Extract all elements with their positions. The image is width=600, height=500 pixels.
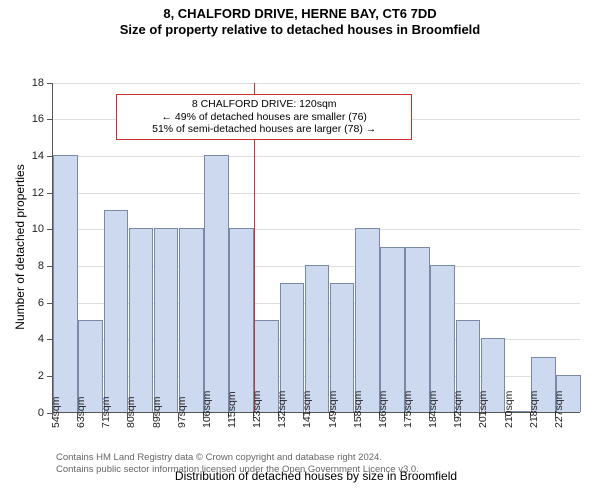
y-tick-label: 8 [38,260,44,272]
y-tick [47,83,52,84]
bar [405,247,430,412]
y-tick-label: 2 [38,370,44,382]
y-tick [47,266,52,267]
bar [129,228,154,411]
y-tick-label: 6 [38,297,44,309]
bar [204,155,229,412]
y-tick-label: 12 [32,187,44,199]
bar [154,228,179,411]
bar [305,265,330,412]
footer-line-1: Contains HM Land Registry data © Crown c… [56,452,419,464]
bar [355,228,380,411]
grid-line [53,193,580,194]
y-tick [47,229,52,230]
grid-line [53,156,580,157]
y-tick [47,303,52,304]
bar [430,265,455,412]
y-tick-label: 16 [32,113,44,125]
footer-line-2: Contains public sector information licen… [56,464,419,476]
y-tick-label: 10 [32,223,44,235]
bar [53,155,78,412]
footer: Contains HM Land Registry data © Crown c… [56,452,419,476]
annotation-line: 51% of semi-detached houses are larger (… [123,123,405,136]
bar [104,210,129,412]
y-axis-title: Number of detached properties [13,147,27,347]
plot-area: 8 CHALFORD DRIVE: 120sqm← 49% of detache… [52,83,580,413]
bar [229,228,254,411]
title-line-1: 8, CHALFORD DRIVE, HERNE BAY, CT6 7DD [0,6,600,22]
y-tick [47,376,52,377]
y-tick-label: 0 [38,407,44,419]
grid-line [53,83,580,84]
title-block: 8, CHALFORD DRIVE, HERNE BAY, CT6 7DD Si… [0,0,600,39]
y-tick [47,193,52,194]
title-line-2: Size of property relative to detached ho… [0,22,600,38]
y-tick [47,119,52,120]
annotation-line: 8 CHALFORD DRIVE: 120sqm [123,98,405,111]
y-tick-label: 14 [32,150,44,162]
y-tick-label: 4 [38,333,44,345]
annotation-line: ← 49% of detached houses are smaller (76… [123,111,405,124]
bar [179,228,204,411]
bar [380,247,405,412]
y-tick [47,339,52,340]
annotation-box: 8 CHALFORD DRIVE: 120sqm← 49% of detache… [116,94,412,140]
y-tick [47,156,52,157]
y-tick-label: 18 [32,77,44,89]
